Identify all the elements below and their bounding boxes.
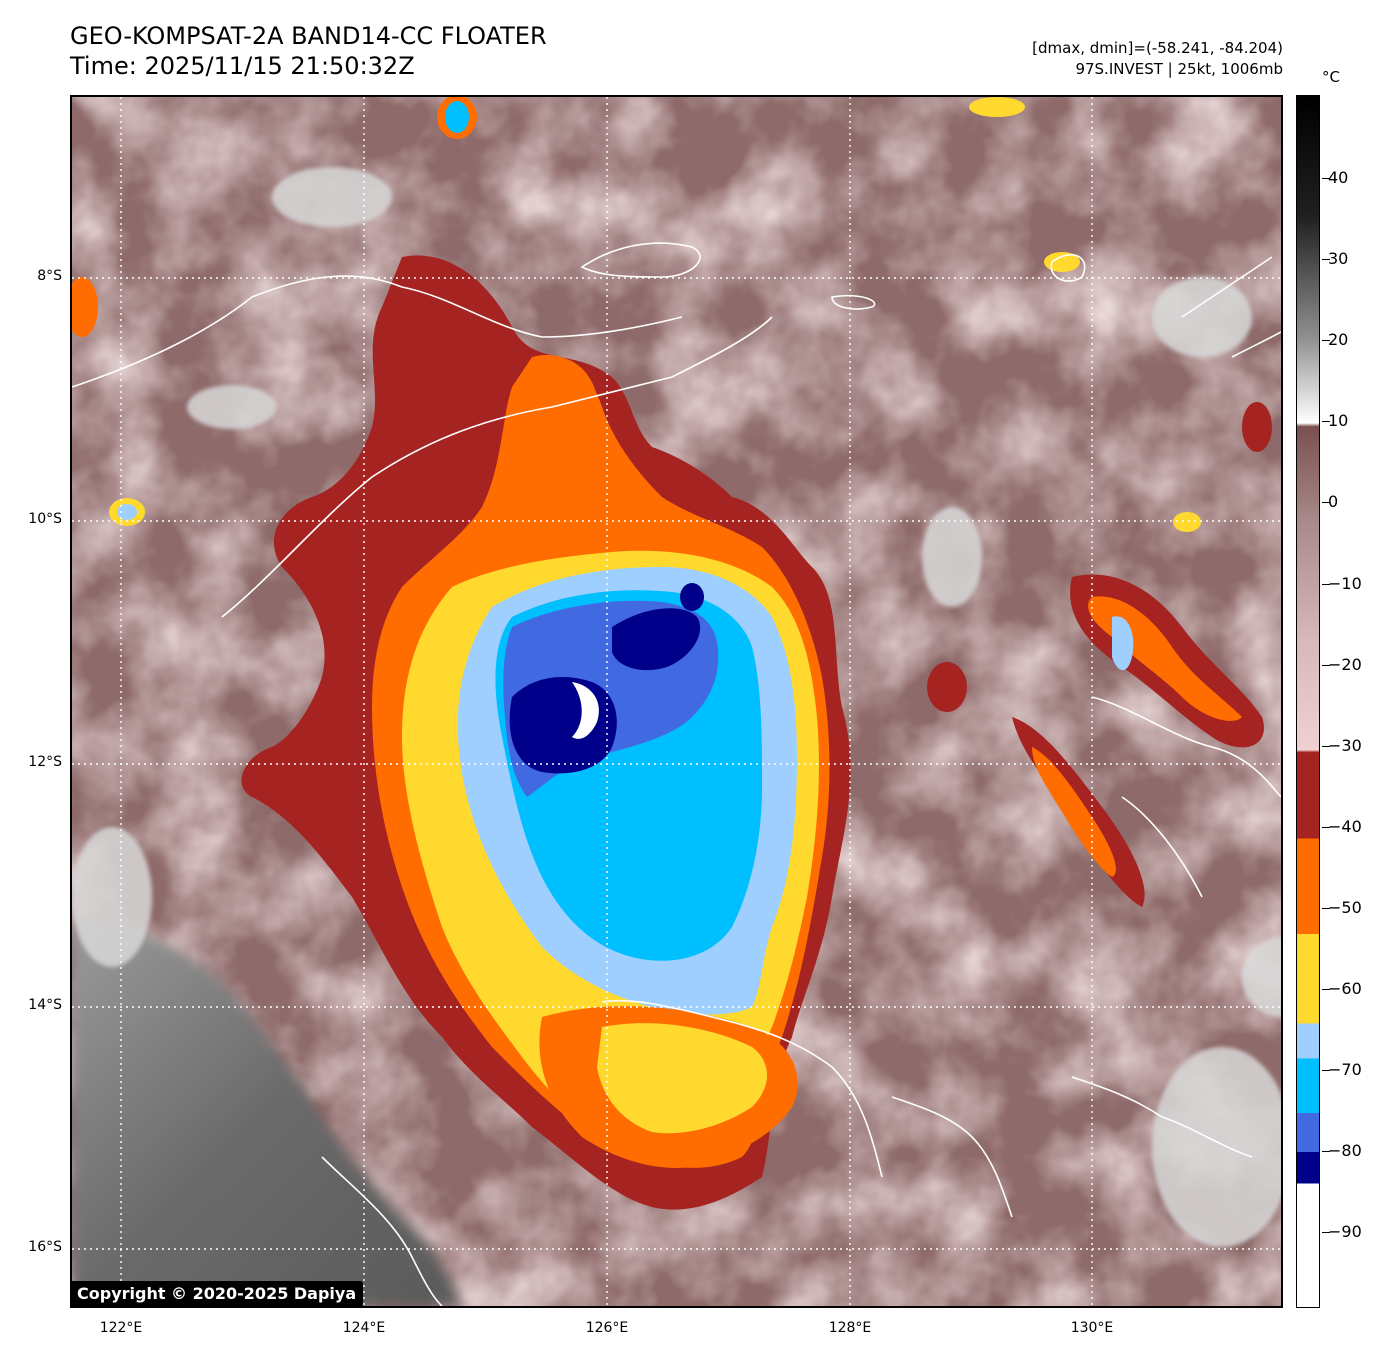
overshooting-top [680,583,704,611]
colorbar-tick-label: −70 [1328,1060,1362,1079]
observation-time: Time: 2025/11/15 21:50:32Z [70,52,415,80]
colorbar-tick-label: −10 [1328,574,1362,593]
storm-info-label: 97S.INVEST | 25kt, 1006mb [1075,60,1283,78]
contour-minus-85-north [612,608,701,671]
colorbar-tick [1322,1151,1330,1152]
satellite-map [70,95,1283,1308]
colorbar-tick [1322,1232,1330,1233]
warm-land-area [72,924,462,1306]
lat-label-16s: 16°S [28,1239,62,1255]
contour-minus-85 [509,677,617,774]
colorbar-tick [1322,1070,1330,1071]
lat-label-14s: 14°S [28,997,62,1013]
colorbar-tick [1322,340,1330,341]
lon-label-126e: 126°E [585,1320,629,1336]
lon-label-122e: 122°E [99,1320,143,1336]
southern-lobe-yellow [597,1023,767,1134]
colorbar-tick [1322,746,1330,747]
colorbar-tick-label: 20 [1328,330,1349,349]
colorbar [1296,95,1320,1308]
colorbar-tick-label: −80 [1328,1141,1362,1160]
southeast-rainband-orange [1032,747,1116,877]
satellite-imagery [72,97,1281,1306]
colorbar-tick-label: −50 [1328,898,1362,917]
colorbar-tick-label: 0 [1328,492,1339,511]
colorbar-tick-label: 10 [1328,411,1349,430]
lon-label-130e: 130°E [1070,1320,1114,1336]
coastlines [72,242,1281,1306]
isolated-cells [72,97,1272,712]
warm-cloud-patches [72,167,1281,1247]
colorbar-tick-label: 30 [1328,249,1349,268]
lon-label-124e: 124°E [342,1320,386,1336]
colorbar-tick-label: −40 [1328,817,1362,836]
lat-label-10s: 10°S [28,511,62,527]
colorbar-tick-label: −30 [1328,736,1362,755]
colorbar-tick-label: −90 [1328,1222,1362,1241]
colorbar-tick [1322,259,1330,260]
colorbar-tick [1322,908,1330,909]
colorbar-tick [1322,989,1330,990]
data-range-label: [dmax, dmin]=(-58.241, -84.204) [1032,39,1283,57]
colorbar-tick [1322,584,1330,585]
colorbar-tick-label: −20 [1328,655,1362,674]
northern-band [537,356,614,508]
colorbar-tick [1322,421,1330,422]
colorbar-tick-label: −60 [1328,979,1362,998]
lat-label-12s: 12°S [28,754,62,770]
eastern-rainband-core [1112,616,1134,671]
colorbar-tick [1322,178,1330,179]
copyright-label: Copyright © 2020-2025 Dapiya [70,1281,364,1307]
colorbar-unit: °C [1322,68,1340,86]
coldest-spot [572,682,600,739]
colorbar-tick [1322,665,1330,666]
colorbar-tick-label: 40 [1328,168,1349,187]
lat-label-8s: 8°S [37,268,62,284]
colorbar-tick [1322,827,1330,828]
colorbar-tick [1322,502,1330,503]
lon-label-128e: 128°E [828,1320,872,1336]
chart-title: GEO-KOMPSAT-2A BAND14-CC FLOATER [70,22,547,50]
